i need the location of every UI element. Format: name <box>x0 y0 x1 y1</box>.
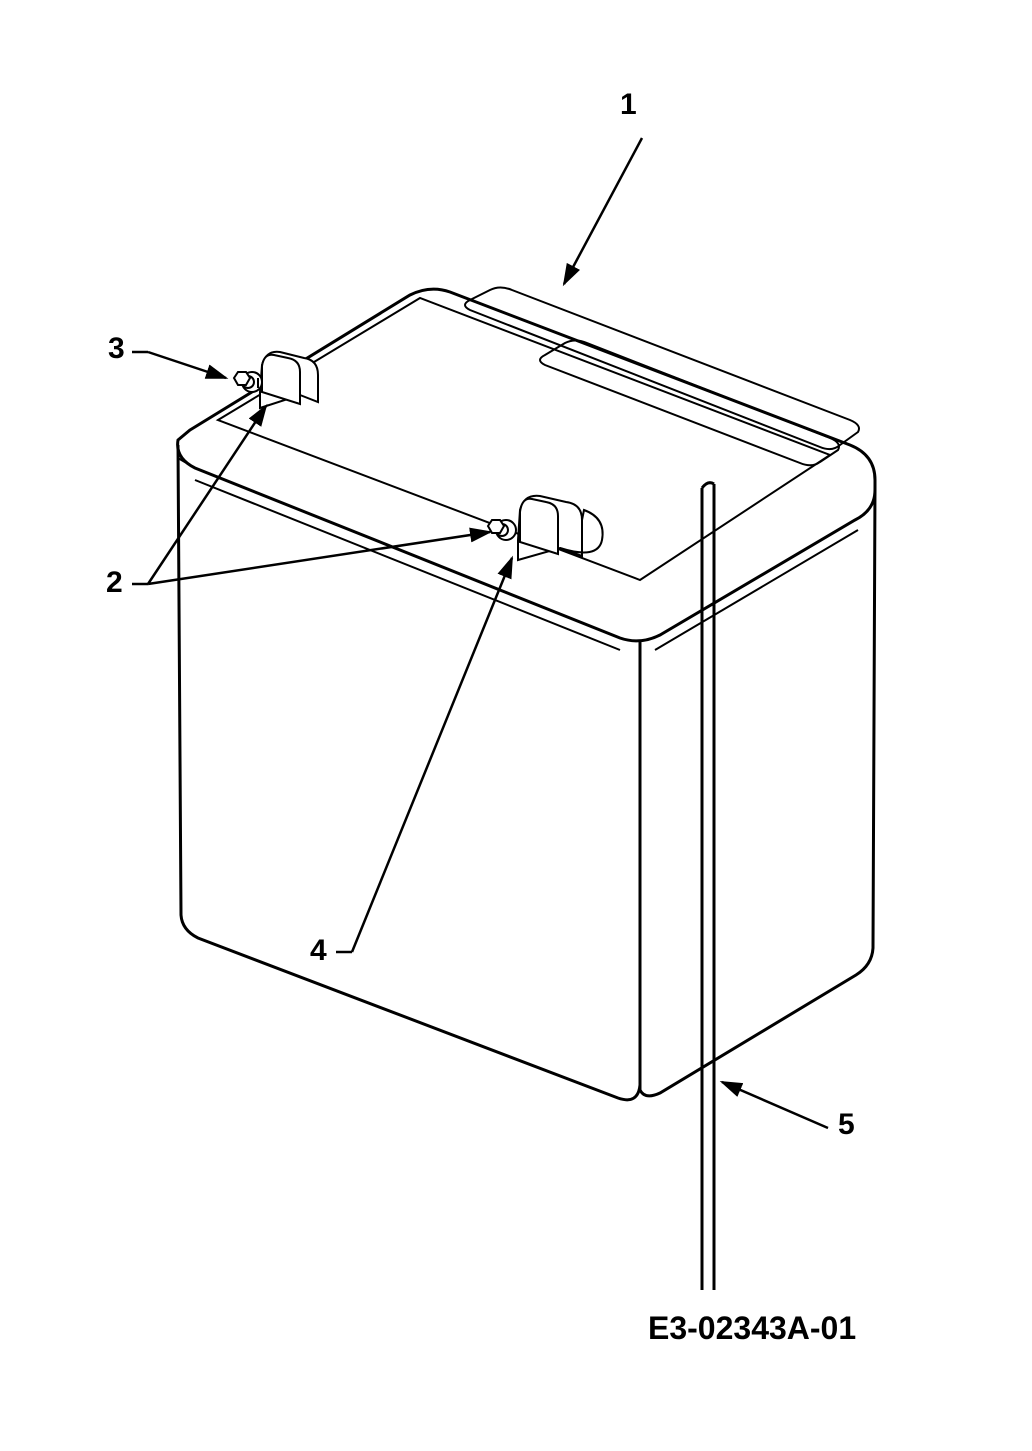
battery-body <box>178 288 875 1100</box>
callout-5: 5 <box>838 1108 855 1142</box>
callout-3: 3 <box>108 332 125 366</box>
terminal-right <box>488 496 603 560</box>
callout-2: 2 <box>106 566 123 600</box>
battery-diagram: 1 3 2 4 5 E3-02343A-01 <box>0 0 1032 1446</box>
terminal-left <box>234 352 318 408</box>
part-number: E3-02343A-01 <box>648 1310 856 1347</box>
battery-svg <box>0 0 1032 1446</box>
callout-1: 1 <box>620 88 637 122</box>
callout-4: 4 <box>310 934 327 968</box>
callout-leaders <box>132 138 828 1128</box>
